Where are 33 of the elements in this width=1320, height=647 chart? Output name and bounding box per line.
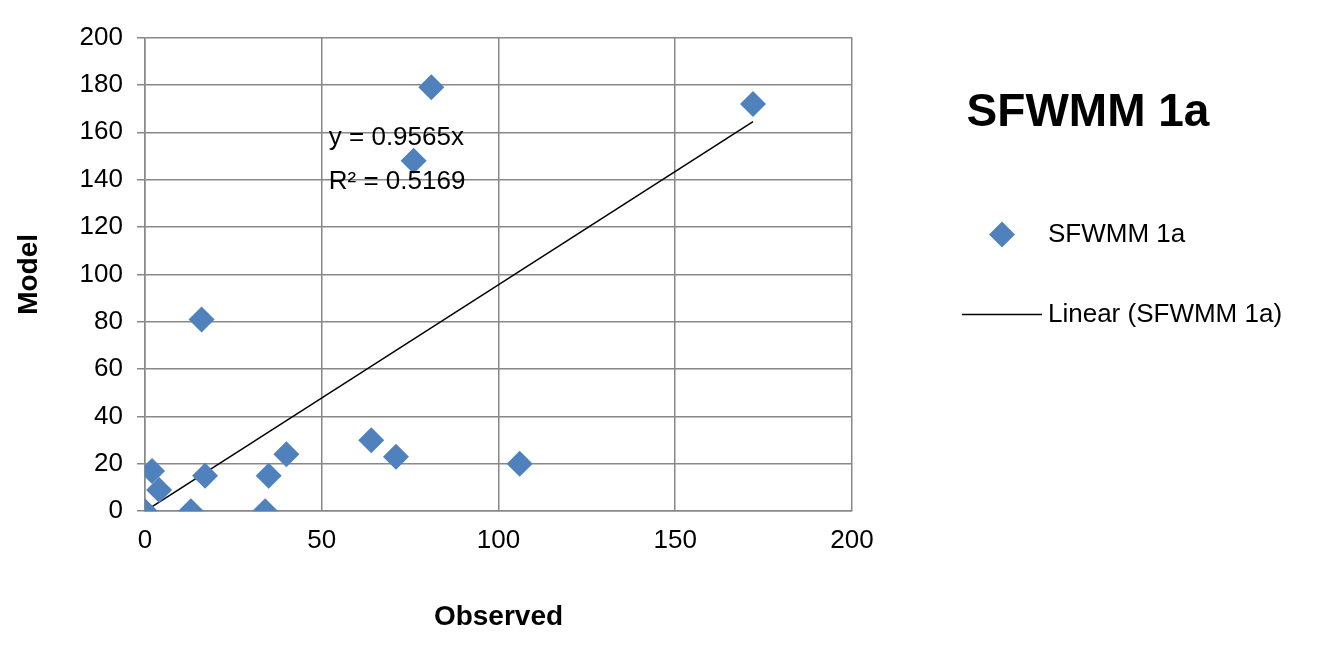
- annotation: y = 0.9565x: [328, 120, 464, 151]
- y-tick-label: 200: [79, 20, 123, 51]
- annotation: R² = 0.5169: [328, 164, 466, 195]
- point: [382, 443, 409, 470]
- x-tick-label: 0: [137, 523, 153, 554]
- point: [358, 427, 385, 454]
- y-tick-label: 80: [94, 304, 123, 335]
- point: [192, 462, 219, 489]
- x-axis-title: Observed: [433, 599, 564, 631]
- y-axis-title: Model: [11, 233, 43, 315]
- point: [146, 476, 173, 503]
- text: SFWMM 1a: [966, 83, 1210, 136]
- y-tick-label: 180: [79, 68, 123, 99]
- point: [188, 306, 215, 333]
- point: [255, 462, 282, 489]
- point: [273, 441, 300, 468]
- y-tick-label: 40: [94, 399, 123, 430]
- y-tick-label: 140: [79, 162, 123, 193]
- x-tick-label: 150: [653, 523, 697, 554]
- y-tick-label: 160: [79, 115, 123, 146]
- y-tick-label: 120: [79, 210, 123, 241]
- legend-label: Linear (SFWMM 1a): [1048, 297, 1283, 328]
- point: [418, 74, 445, 101]
- y-tick-label: 20: [94, 447, 123, 478]
- x-tick-label: 200: [830, 523, 874, 554]
- point: [740, 90, 767, 117]
- y-tick-label: 60: [94, 352, 123, 383]
- legend-label: SFWMM 1a: [1048, 217, 1186, 248]
- x-tick-label: 100: [476, 523, 521, 554]
- y-tick-label: 0: [108, 494, 123, 525]
- y-tick-label: 100: [79, 257, 123, 288]
- x-tick-label: 50: [307, 523, 337, 554]
- point: [506, 450, 533, 477]
